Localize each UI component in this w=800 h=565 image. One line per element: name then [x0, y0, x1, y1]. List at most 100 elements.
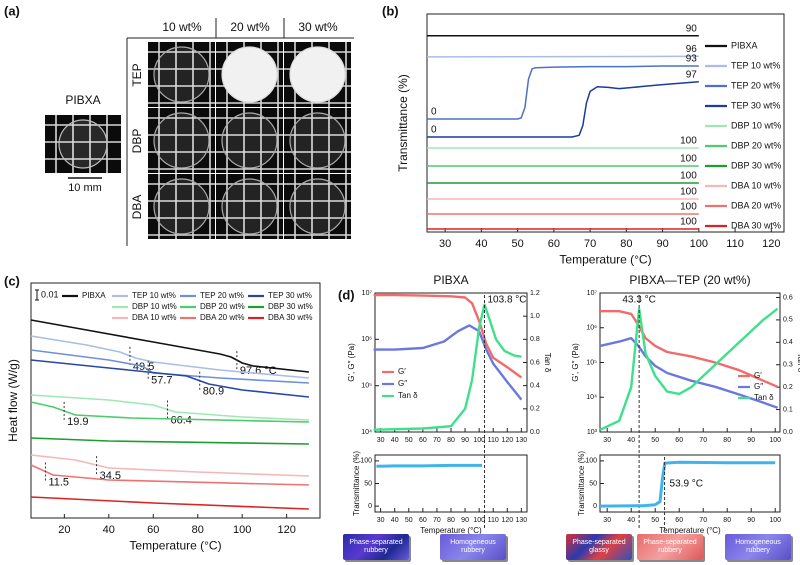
sample-label: PIBXA: [65, 93, 100, 107]
y-tick-label: 10⁷: [362, 290, 373, 297]
x-tick-label: 50: [405, 517, 413, 524]
data-line: [30, 401, 309, 423]
legend-label: DBA 20 wt%: [731, 200, 781, 210]
x-tick-label: 50: [651, 517, 659, 524]
legend-label: PIBXA: [82, 291, 106, 300]
x-tick-label: 20: [58, 524, 70, 536]
x-tick-label: 120: [762, 238, 780, 250]
x-tick-label: 80: [723, 517, 731, 524]
y2-tick-label: 0.6: [530, 359, 540, 366]
end-value-label: 100: [680, 171, 697, 182]
x-tick-label: 130: [516, 437, 528, 444]
y2-tick-label: 0.4: [783, 339, 793, 346]
x-tick-label: 60: [419, 437, 427, 444]
legend-label: TEP 30 wt%: [268, 291, 312, 300]
x-tick-label: 60: [675, 437, 683, 444]
x-tick-label: 40: [627, 517, 635, 524]
x-axis-label: Temperature (°C): [659, 526, 721, 535]
x-tick-label: 60: [548, 238, 560, 250]
y-tick-label: 50: [589, 480, 597, 487]
legend-label: Tan δ: [754, 393, 774, 402]
x-tick-label: 30: [439, 238, 451, 250]
data-line: [600, 310, 779, 388]
y2-tick-label: 0.0: [783, 429, 793, 436]
legend-label: Tan δ: [398, 391, 418, 400]
x-axis-label: Temperature (°C): [420, 526, 482, 535]
data-line: [30, 464, 309, 486]
y-axis-label: G′, G″ (Pa): [347, 343, 356, 382]
y-tick-label: 10⁵: [586, 359, 597, 366]
y2-tick-label: 0.5: [783, 317, 793, 324]
legend-label: G″: [754, 382, 763, 391]
start-value-label: 0: [431, 125, 437, 136]
plot-frame: [374, 454, 528, 513]
x-tick-label: 70: [699, 437, 707, 444]
sample-disc: [58, 119, 108, 169]
x-tick-label: 40: [103, 524, 115, 536]
chart-title: PIBXA: [433, 273, 468, 287]
x-tick-label: 50: [511, 238, 523, 250]
y2-tick-label: 1.0: [530, 313, 540, 320]
y2-tick-label: 0.3: [783, 362, 793, 369]
x-tick-label: 70: [433, 437, 441, 444]
end-value-label: 100: [680, 202, 697, 213]
legend-label: G′: [754, 371, 762, 380]
y2-tick-label: 0.6: [783, 294, 793, 301]
legend-label: DBP 10 wt%: [731, 120, 781, 130]
y2-axis-label: Tan δ: [796, 353, 800, 373]
y2-tick-label: 0.0: [530, 429, 540, 436]
x-tick-label: 90: [461, 517, 469, 524]
state-illustration: Phase-separated rubbery: [637, 534, 703, 560]
y-tick-label: 10⁴: [361, 429, 372, 436]
sample-disc: [221, 46, 278, 103]
legend-label: DBA 10 wt%: [731, 180, 781, 190]
x-tick-label: 100: [473, 437, 485, 444]
x-tick-label: 40: [627, 437, 635, 444]
x-tick-label: 100: [473, 517, 485, 524]
data-line: [30, 319, 309, 373]
legend-label: TEP 10 wt%: [731, 60, 780, 70]
y2-tick-label: 0.4: [530, 383, 540, 390]
x-tick-label: 100: [769, 437, 781, 444]
sample-disc: [153, 46, 210, 103]
x-tick-label: 110: [488, 437, 499, 444]
x-tick-label: 60: [675, 517, 683, 524]
y-tick-label: 0: [593, 503, 597, 510]
data-line: [30, 454, 309, 477]
data-line: [30, 394, 309, 421]
transition-label: 57.7: [151, 375, 172, 387]
panel-label: (c): [4, 273, 20, 288]
x-tick-label: 40: [475, 238, 487, 250]
end-value-label: 100: [680, 217, 697, 228]
x-tick-label: 100: [769, 517, 781, 524]
x-tick-label: 80: [620, 238, 632, 250]
x-tick-label: 40: [391, 517, 399, 524]
x-tick-label: 40: [391, 437, 399, 444]
data-line: [426, 55, 699, 58]
legend-label: DBP 20 wt%: [731, 140, 781, 150]
y2-tick-label: 1.2: [530, 290, 540, 297]
sample-disc: [289, 46, 346, 103]
y-tick-label: 10⁶: [361, 336, 372, 343]
x-tick-label: 30: [603, 517, 611, 524]
y-axis-label: G′, G″ (Pa): [571, 343, 580, 382]
sample-disc: [289, 178, 346, 235]
x-axis-label: Temperature (°C): [559, 253, 651, 267]
data-line: [376, 463, 482, 468]
row-label: TEP: [130, 63, 144, 86]
legend-label: PIBXA: [731, 40, 758, 50]
y2-tick-label: 0.8: [530, 336, 540, 343]
x-tick-label: 70: [433, 517, 441, 524]
x-tick-label: 130: [516, 517, 528, 524]
data-line: [599, 337, 779, 409]
data-line: [30, 359, 309, 398]
transition-label: 19.9: [67, 416, 88, 428]
x-tick-label: 120: [277, 524, 295, 536]
x-tick-label: 70: [699, 517, 707, 524]
plot-frame: [30, 282, 321, 519]
x-tick-label: 90: [747, 437, 755, 444]
data-line: [373, 303, 522, 431]
start-value-label: 0: [431, 107, 437, 118]
legend-label: DBP 20 wt%: [200, 302, 245, 311]
